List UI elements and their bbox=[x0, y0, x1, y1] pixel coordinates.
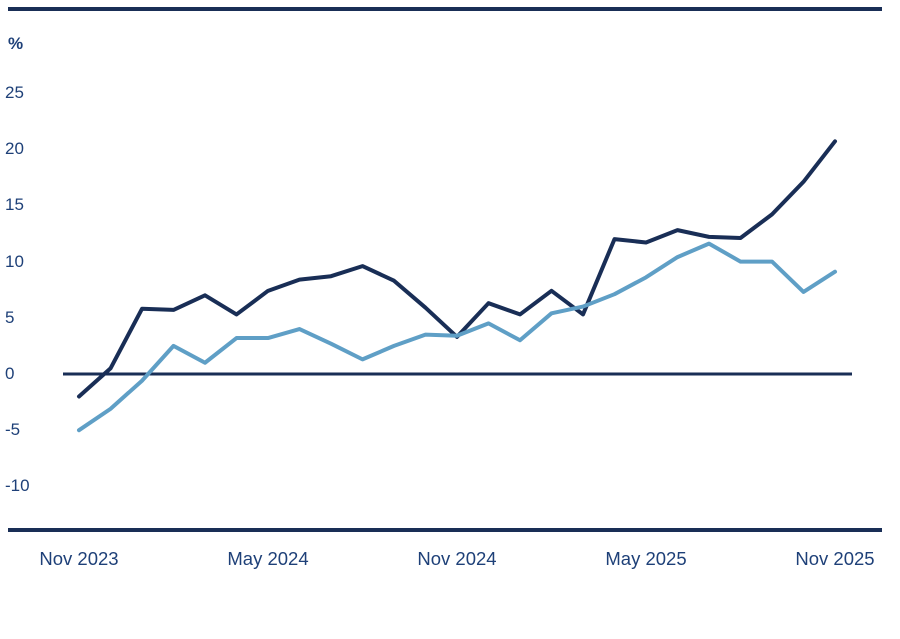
chart-bottom-border bbox=[8, 528, 882, 532]
y-tick-label: 0 bbox=[5, 364, 15, 383]
legend: Tech beneficiaries Others bbox=[0, 610, 900, 639]
x-tick-label: May 2024 bbox=[227, 548, 309, 569]
series-line-others bbox=[77, 241, 837, 433]
y-tick-label: -10 bbox=[5, 476, 30, 496]
y-tick-label: 5 bbox=[5, 307, 15, 327]
y-axis-unit-label: % bbox=[8, 34, 24, 53]
y-tick-label: -5 bbox=[5, 420, 21, 440]
x-tick-label: Nov 2024 bbox=[417, 548, 497, 569]
y-tick-label: 10 bbox=[5, 251, 24, 271]
x-tick-label: Nov 2025 bbox=[795, 548, 875, 569]
x-tick-label: May 2025 bbox=[605, 548, 687, 569]
y-tick-label: 20 bbox=[5, 139, 24, 159]
x-tick-label: Nov 2023 bbox=[39, 548, 119, 569]
y-tick-label: 15 bbox=[5, 195, 24, 215]
y-tick-label: 25 bbox=[5, 83, 24, 102]
chart-top-border bbox=[8, 7, 882, 11]
